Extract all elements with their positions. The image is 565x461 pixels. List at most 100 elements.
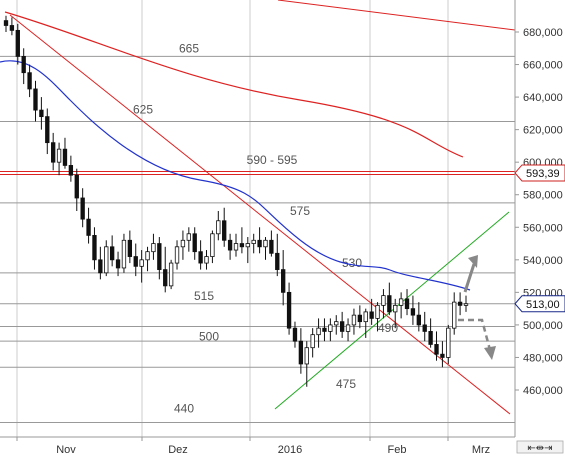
candle bbox=[334, 315, 339, 335]
candle bbox=[257, 227, 262, 254]
y-tick-label: 560,000 bbox=[523, 222, 563, 234]
candle-body bbox=[145, 251, 150, 261]
zoom-controls[interactable]: ⇤⇹⇥ bbox=[516, 440, 564, 454]
candle-body bbox=[245, 243, 250, 248]
bullish-arrow bbox=[463, 263, 476, 293]
candle bbox=[145, 246, 150, 272]
level-label: 590 - 595 bbox=[247, 153, 298, 167]
bearish-arrow-head bbox=[484, 346, 496, 360]
candle bbox=[62, 137, 68, 169]
candle-body bbox=[322, 327, 327, 332]
candle-body bbox=[233, 243, 239, 251]
candle-body bbox=[186, 233, 191, 241]
candle bbox=[233, 233, 239, 257]
candle bbox=[387, 282, 392, 316]
level-label: 665 bbox=[179, 41, 199, 55]
candle-body bbox=[440, 353, 445, 358]
candle-body bbox=[9, 25, 15, 31]
candle bbox=[104, 240, 109, 277]
level-label: 440 bbox=[174, 402, 194, 416]
candle bbox=[86, 207, 91, 244]
candle bbox=[263, 237, 268, 260]
candle-body bbox=[121, 239, 127, 269]
candle bbox=[393, 298, 398, 329]
candle-body bbox=[180, 239, 186, 248]
level-label: 500 bbox=[199, 330, 219, 344]
candle-body bbox=[133, 256, 138, 267]
candle bbox=[286, 282, 292, 335]
y-tick-label: 580,000 bbox=[523, 190, 563, 202]
candle-body bbox=[45, 116, 50, 144]
y-tick-label: 480,000 bbox=[523, 352, 563, 364]
candle bbox=[27, 64, 32, 98]
y-tick-label: 640,000 bbox=[523, 92, 563, 104]
candle-body bbox=[192, 233, 197, 253]
trend-lines bbox=[9, 0, 516, 415]
candle bbox=[457, 292, 463, 316]
candle bbox=[151, 233, 156, 260]
candle-body bbox=[416, 314, 421, 326]
candle bbox=[3, 15, 9, 32]
candle bbox=[422, 311, 427, 342]
candle-body bbox=[316, 327, 321, 336]
candle bbox=[310, 328, 315, 358]
candle-body bbox=[286, 291, 292, 329]
long-moving-average-line bbox=[4, 11, 464, 158]
candle bbox=[328, 318, 333, 342]
candle-body bbox=[74, 174, 79, 199]
candle bbox=[15, 23, 20, 65]
candle-body bbox=[281, 269, 286, 293]
candle bbox=[251, 233, 256, 254]
candle-body bbox=[104, 246, 109, 274]
candle bbox=[216, 211, 221, 241]
candle bbox=[281, 250, 286, 306]
candle bbox=[227, 233, 233, 260]
candle bbox=[56, 142, 62, 176]
level-label: 490 bbox=[378, 321, 398, 335]
support-resistance-levels: 665 625 590 - 595 575 530 515 500 490 475 440 bbox=[0, 41, 515, 424]
candle-body bbox=[98, 259, 103, 274]
candle bbox=[45, 108, 50, 155]
candle-body bbox=[222, 220, 227, 241]
candle-body bbox=[68, 165, 74, 176]
candle-body bbox=[310, 334, 315, 349]
candle bbox=[298, 328, 304, 374]
candle bbox=[157, 237, 162, 280]
scroll-navigation: ⇤⇹⇥ bbox=[516, 440, 564, 454]
candle bbox=[222, 207, 227, 247]
candle-body bbox=[168, 262, 174, 287]
candle-body bbox=[393, 304, 398, 313]
candle-body bbox=[434, 344, 439, 355]
candle bbox=[375, 302, 380, 332]
candle bbox=[33, 80, 38, 122]
candle-body bbox=[381, 295, 386, 306]
candle bbox=[80, 188, 85, 228]
price-badge-label: 513,00 bbox=[526, 299, 560, 311]
level-label: 515 bbox=[194, 289, 214, 303]
candle-body bbox=[345, 324, 351, 332]
candle bbox=[198, 240, 203, 270]
candle-body bbox=[21, 56, 26, 74]
candle bbox=[363, 308, 368, 338]
zoom-arrows-icon[interactable]: ⇤⇹⇥ bbox=[527, 443, 552, 454]
candle-body bbox=[92, 235, 97, 261]
candle-body bbox=[157, 243, 162, 270]
x-tick-label: Mrz bbox=[472, 444, 490, 456]
moving-average-line bbox=[0, 60, 471, 291]
candle bbox=[68, 155, 74, 182]
candle-body bbox=[463, 303, 469, 306]
candle-body bbox=[328, 324, 333, 332]
candle bbox=[109, 235, 115, 267]
candle bbox=[21, 48, 26, 85]
candle-body bbox=[216, 220, 221, 235]
level-label: 475 bbox=[336, 377, 356, 391]
candle-body bbox=[457, 301, 463, 306]
candle-body bbox=[257, 239, 262, 248]
candle-body bbox=[304, 347, 309, 365]
candle bbox=[446, 324, 451, 364]
price-badge-box bbox=[514, 295, 565, 313]
candle bbox=[316, 318, 321, 348]
candle-body bbox=[369, 311, 374, 319]
